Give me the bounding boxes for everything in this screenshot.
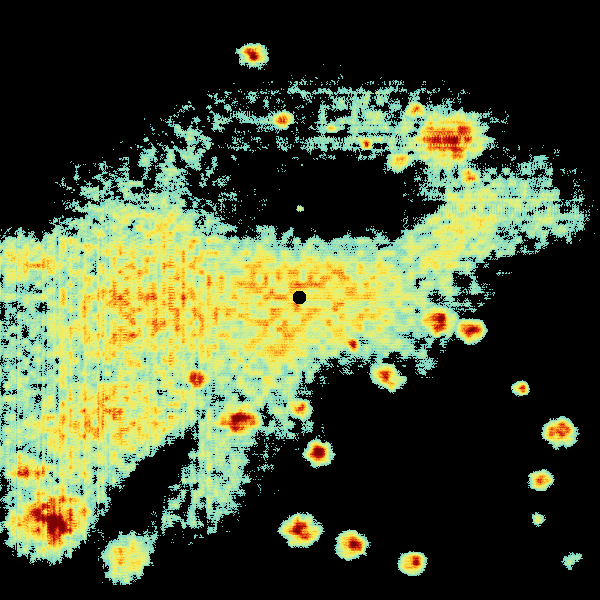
radar-reflectivity-canvas xyxy=(0,0,600,600)
radar-image-viewport: nws-reflectivity dBZ weather-radar-refle… xyxy=(0,0,600,600)
